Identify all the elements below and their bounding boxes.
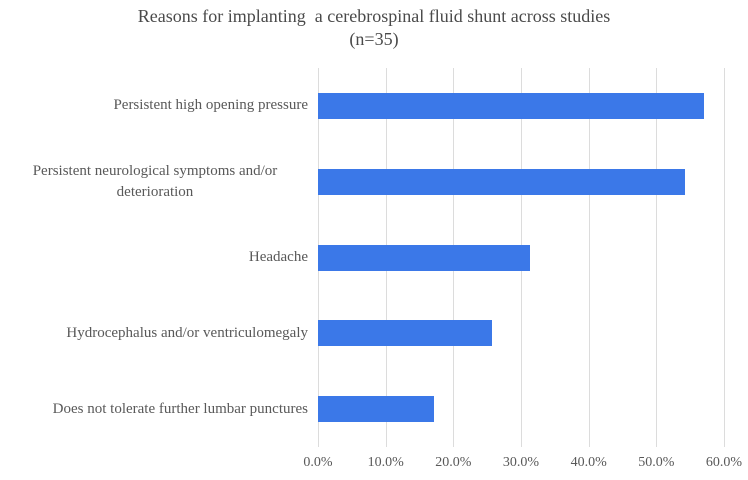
bar-persistent-neurological-symptoms	[318, 168, 686, 195]
x-tick-label: 20.0%	[435, 455, 472, 470]
category-label: Does not tolerate further lumbar punctur…	[52, 400, 308, 417]
x-tick-label: 0.0%	[303, 455, 333, 470]
x-tick-label: 50.0%	[638, 455, 675, 470]
bar-headache	[318, 244, 531, 271]
chart-title: Reasons for implanting a cerebrospinal f…	[137, 6, 611, 26]
category-axis-labels: Persistent high opening pressure Persist…	[0, 68, 308, 447]
category-label: Headache	[248, 248, 308, 265]
chart-subtitle: (n=35)	[349, 29, 399, 49]
gridline	[724, 68, 725, 447]
gridline	[588, 68, 590, 447]
plot-area	[318, 68, 725, 447]
gridline	[656, 68, 658, 447]
category-label-row: Does not tolerate further lumbar punctur…	[0, 371, 308, 447]
category-label: Hydrocephalus and/or ventriculomegaly	[66, 324, 308, 341]
bar-does-not-tolerate-lumbar-punctures	[318, 396, 434, 423]
category-label-row: Headache	[0, 220, 308, 296]
x-tick-label: 40.0%	[570, 455, 607, 470]
bar-persistent-high-opening-pressure	[318, 92, 705, 119]
category-label-row: Persistent neurological symptoms and/or …	[0, 144, 308, 220]
category-label-row: Hydrocephalus and/or ventriculomegaly	[0, 295, 308, 371]
x-tick-label: 60.0%	[705, 455, 743, 470]
x-tick-label: 30.0%	[502, 455, 540, 470]
category-label: Persistent high opening pressure	[113, 97, 308, 114]
bar-hydrocephalus-ventriculomegaly	[318, 320, 492, 347]
category-label-row: Persistent high opening pressure	[0, 68, 308, 144]
category-label: Persistent neurological symptoms and/or …	[32, 162, 278, 200]
x-tick-label: 10.0%	[367, 455, 404, 470]
